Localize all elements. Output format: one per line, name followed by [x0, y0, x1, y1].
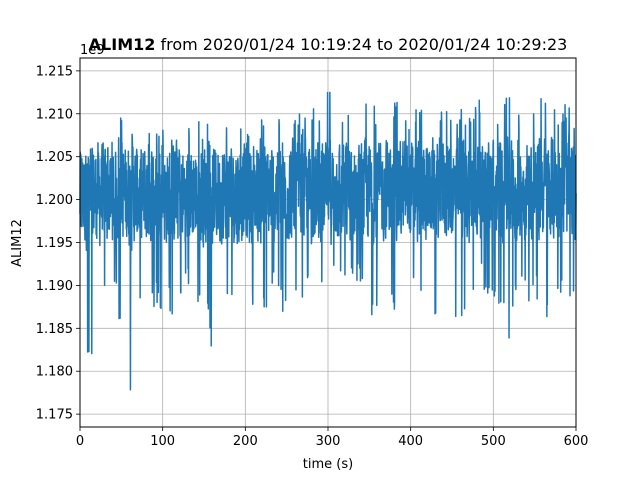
plot-area	[79, 91, 577, 391]
x-tick-label: 300	[316, 434, 341, 449]
y-tick-label: 1.195	[36, 236, 73, 251]
x-tick-label: 400	[398, 434, 423, 449]
x-tick-label: 200	[233, 434, 258, 449]
x-axis-label: time (s)	[303, 457, 353, 472]
y-tick-label: 1.205	[36, 150, 73, 165]
chart-title-bold: ALIM12	[89, 35, 156, 54]
y-tick-label: 1.180	[36, 365, 73, 380]
x-tick-label: 100	[150, 434, 175, 449]
y-tick-label: 1.200	[36, 193, 73, 208]
x-tick-label: 600	[564, 434, 589, 449]
y-tick-label: 1.190	[36, 279, 73, 294]
y-tick-label: 1.175	[36, 408, 73, 423]
y-axis-label: ALIM12	[10, 219, 25, 267]
y-tick-label: 1.185	[36, 322, 73, 337]
chart-title-rest: from 2020/01/24 10:19:24 to 2020/01/24 1…	[155, 35, 567, 54]
y-offset-label: 1e9	[80, 43, 105, 58]
chart-title: ALIM12 from 2020/01/24 10:19:24 to 2020/…	[89, 35, 568, 54]
x-tick-label: 500	[481, 434, 506, 449]
series-line	[79, 91, 577, 391]
ticks: 0 100 200 300 400 500 600 1.175 1.180 1.185 1.190 1…	[36, 64, 589, 449]
x-tick-label: 0	[76, 434, 84, 449]
y-tick-label: 1.215	[36, 64, 73, 79]
y-tick-label: 1.210	[36, 107, 73, 122]
